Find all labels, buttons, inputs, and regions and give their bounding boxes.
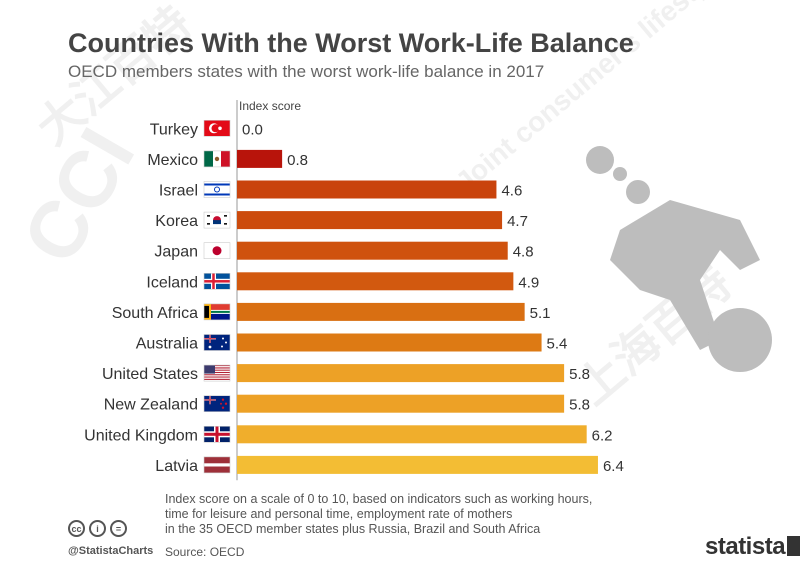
israel-flag-icon <box>203 181 231 198</box>
value-label-mexico: 0.8 <box>287 152 308 169</box>
category-label-new-zealand: New Zealand <box>104 397 198 414</box>
footnote: Index score on a scale of 0 to 10, based… <box>165 492 645 537</box>
category-label-united-states: United States <box>102 366 198 383</box>
bar-chart: Index score Turkey 0.0 Mexico 0.8 Israel 4.6 Ko… <box>84 99 624 481</box>
australia-flag-icon <box>203 334 231 351</box>
value-label-united-states: 5.8 <box>569 366 590 383</box>
latvia-flag-icon <box>203 456 231 474</box>
category-label-united-kingdom: United Kingdom <box>84 427 198 444</box>
bar-iceland <box>237 272 514 291</box>
value-axis-label: Index score <box>239 99 301 113</box>
value-label-new-zealand: 5.8 <box>569 397 590 414</box>
source-text: Source: OECD <box>165 545 245 559</box>
bar-korea <box>237 211 503 230</box>
bar-united-states <box>237 364 565 383</box>
japan-flag-icon <box>203 242 231 259</box>
iceland-flag-icon <box>203 272 231 290</box>
value-label-israel: 4.6 <box>501 183 522 200</box>
category-label-israel: Israel <box>159 183 198 200</box>
value-label-south-africa: 5.1 <box>530 305 551 322</box>
value-label-iceland: 4.9 <box>518 274 539 291</box>
category-label-australia: Australia <box>136 336 198 353</box>
category-label-south-africa: South Africa <box>112 305 198 322</box>
value-label-united-kingdom: 6.2 <box>592 427 613 444</box>
category-label-korea: Korea <box>155 213 198 230</box>
chart-subtitle: OECD members states with the worst work-… <box>68 62 545 81</box>
value-label-korea: 4.7 <box>507 213 528 230</box>
twitter-handle: @StatistaCharts <box>68 545 154 557</box>
korea-flag-icon <box>203 211 231 229</box>
footnote-line-1: Index score on a scale of 0 to 10, based… <box>165 492 593 506</box>
value-label-australia: 5.4 <box>547 336 568 353</box>
license-icons: cc i = <box>68 520 127 537</box>
bar-mexico <box>237 149 283 168</box>
footnote-line-3: in the 35 OECD member states plus Russia… <box>165 522 541 536</box>
turkey-flag-icon <box>203 120 231 137</box>
mexico-flag-icon <box>203 150 231 168</box>
bar-united-kingdom <box>237 425 587 444</box>
value-label-latvia: 6.4 <box>603 458 624 475</box>
bar-australia <box>237 333 542 352</box>
category-label-mexico: Mexico <box>147 152 198 169</box>
category-label-latvia: Latvia <box>155 458 198 475</box>
category-label-iceland: Iceland <box>146 274 198 291</box>
by-icon: i <box>89 520 106 537</box>
us-flag-icon <box>203 364 231 382</box>
statista-logo[interactable]: statista <box>705 533 786 560</box>
south-africa-flag-icon <box>203 303 231 321</box>
category-label-turkey: Turkey <box>150 121 198 138</box>
bar-israel <box>237 180 497 199</box>
statista-logo-mark <box>787 536 800 556</box>
chart-title: Countries With the Worst Work-Life Balan… <box>68 28 634 58</box>
category-label-japan: Japan <box>154 244 198 261</box>
bar-japan <box>237 241 508 260</box>
nd-icon: = <box>110 520 127 537</box>
uk-flag-icon <box>203 425 231 443</box>
footnote-line-2: time for leisure and personal time, empl… <box>165 507 513 521</box>
bar-south-africa <box>237 302 525 321</box>
falling-person-illustration <box>586 146 772 372</box>
value-label-japan: 4.8 <box>513 244 534 261</box>
bar-latvia <box>237 455 598 474</box>
value-label-turkey: 0.0 <box>242 121 263 138</box>
cc-icon: cc <box>68 520 85 537</box>
bar-new-zealand <box>237 394 565 413</box>
new-zealand-flag-icon <box>203 395 231 413</box>
